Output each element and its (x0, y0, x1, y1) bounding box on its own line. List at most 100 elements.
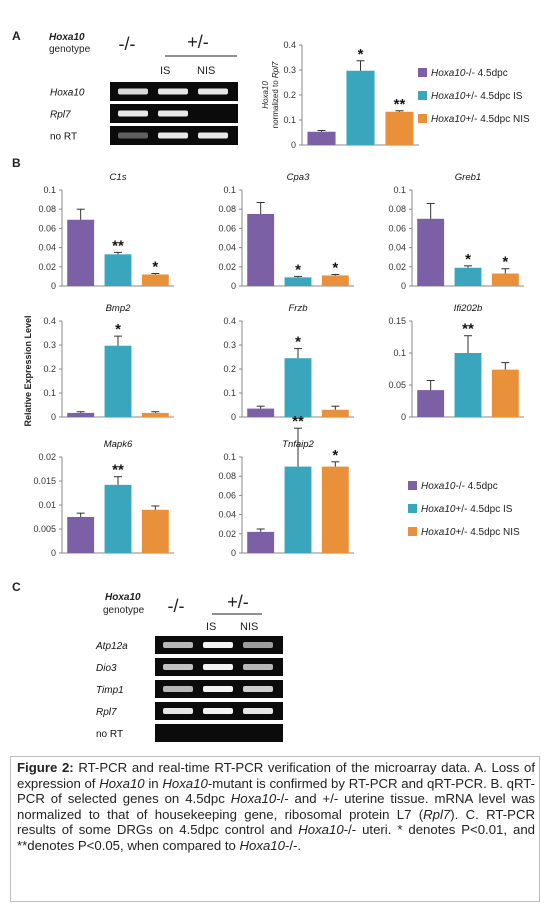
gel-band (163, 664, 193, 670)
gel-row-no-rt (155, 724, 283, 742)
bar-ko (67, 219, 95, 286)
bar-nis (141, 509, 169, 553)
gel-row-label: Hoxa10 (50, 88, 85, 99)
tick-label: 0.02 (38, 262, 56, 272)
bar-ko (247, 531, 275, 553)
tick-label: 0.4 (283, 40, 296, 50)
tick-label: 0.04 (388, 243, 406, 253)
tick-label: 0.06 (38, 223, 56, 233)
legend-swatch (418, 68, 427, 77)
gel-row-label: Atp12a (95, 641, 128, 652)
gel-band (203, 708, 233, 714)
bar-is (104, 345, 132, 417)
legend-rest: +/- 4.5dpc IS (455, 504, 512, 515)
legend-entry: Hoxa10+/- 4.5dpc NIS (421, 527, 520, 538)
legend-entry: Hoxa10-/- 4.5dpc (431, 68, 508, 79)
caption-italic: Hoxa10 (162, 775, 208, 791)
gel-band (158, 88, 188, 95)
bar-ko (247, 408, 275, 417)
gel-band (243, 664, 273, 670)
caption-italic: Hoxa10 (298, 822, 344, 838)
bar-nis (141, 412, 169, 417)
bar-nis (385, 111, 414, 145)
chart-C1s: 00.020.040.060.080.1***C1s (38, 172, 174, 291)
gel-band (198, 88, 228, 95)
significance-mark: * (358, 46, 364, 63)
legend-swatch (418, 114, 427, 123)
chart-title: C1s (110, 172, 127, 183)
tick-label: 0.1 (393, 348, 406, 358)
tick-label: 0 (51, 412, 56, 422)
bar-ko (307, 131, 336, 145)
gel-c-genotype-label: genotype (103, 605, 145, 616)
legend-entry: Hoxa10+/- 4.5dpc IS (421, 504, 513, 515)
gel-band (118, 88, 148, 95)
legend-swatch (408, 481, 417, 490)
caption-italic: Hoxa10 (99, 775, 145, 791)
gel-band (118, 110, 148, 117)
bar-ko (247, 214, 275, 286)
tick-label: 0.005 (33, 524, 56, 534)
tick-label: 0.1 (223, 185, 236, 195)
bar-is (284, 277, 312, 286)
gel-band (203, 664, 233, 670)
significance-mark: * (295, 334, 301, 351)
legend-gene: Hoxa10 (431, 68, 466, 79)
y-axis-label-gene: Hoxa10 (261, 81, 270, 109)
bar-is (454, 353, 482, 417)
legend-entry: Hoxa10-/- 4.5dpc (421, 481, 498, 492)
gel-c-gene-label: Hoxa10 (105, 592, 141, 603)
caption-box (10, 756, 540, 902)
tick-label: 0.08 (38, 204, 56, 214)
tick-label: 0.015 (33, 476, 56, 486)
legend-gene: Hoxa10 (421, 481, 456, 492)
gel-band (158, 110, 188, 117)
tick-label: 0.2 (43, 364, 56, 374)
tick-label: 0.04 (218, 510, 236, 520)
caption-italic: Hoxa10 (239, 837, 285, 853)
bar-is (454, 267, 482, 286)
gel-band (243, 686, 273, 692)
gel-c-genotype-ko: -/- (168, 596, 185, 616)
tick-label: 0.1 (43, 388, 56, 398)
chart-Ifi202b: 0 0.05 0.1 0.15 ** Ifi202b (388, 303, 524, 422)
panel-label-b: B (12, 156, 21, 170)
gel-a-genotype-het: +/- (187, 32, 209, 52)
tick-label: 0 (231, 548, 236, 558)
significance-mark: * (465, 251, 471, 268)
chart-Cpa3: 0 0.02 0.04 0.06 0.08 0.1 * * Cpa3 (218, 172, 354, 291)
bar-is (104, 254, 132, 286)
tick-label: 0.1 (283, 115, 296, 125)
gel-row-label: Rpl7 (96, 707, 117, 718)
shared-ylabel-b: Relative Expression Level (23, 315, 33, 426)
legend-gene: Hoxa10 (431, 114, 466, 125)
bar-ko (417, 218, 445, 286)
gel-a-lane-nis: NIS (197, 65, 215, 77)
gel-band (163, 686, 193, 692)
gel-c-genotype-het: +/- (227, 592, 249, 612)
gel-band (118, 132, 148, 139)
significance-mark: ** (462, 321, 474, 338)
chart-Bmp2: 0 0.1 0.2 0.3 0.4 * Bmp2 (43, 303, 174, 422)
tick-label: 0.08 (388, 204, 406, 214)
bar-nis (141, 274, 169, 286)
tick-label: 0 (401, 281, 406, 291)
bar-nis (321, 409, 349, 417)
chart-A: 00.10.20.30.4*** (283, 40, 419, 150)
bar-is (284, 466, 312, 553)
gel-a-gene-label: Hoxa10 (49, 32, 85, 43)
legend-entry: Hoxa10+/- 4.5dpc NIS (431, 114, 530, 125)
significance-mark: ** (394, 96, 406, 113)
y-axis-label: Hoxa10normalized to Rpl7 (261, 61, 280, 128)
figure-caption: Figure 2: RT-PCR and real-time RT-PCR ve… (17, 760, 535, 853)
tick-label: 0.02 (38, 452, 56, 462)
legend-entry: Hoxa10+/- 4.5dpc IS (431, 91, 523, 102)
tick-label: 0.3 (43, 340, 56, 350)
bar-nis (321, 275, 349, 286)
significance-mark: * (332, 447, 338, 464)
gel-band (203, 642, 233, 648)
tick-label: 0.4 (223, 316, 236, 326)
bar-nis (321, 466, 349, 553)
significance-mark: * (152, 259, 158, 276)
